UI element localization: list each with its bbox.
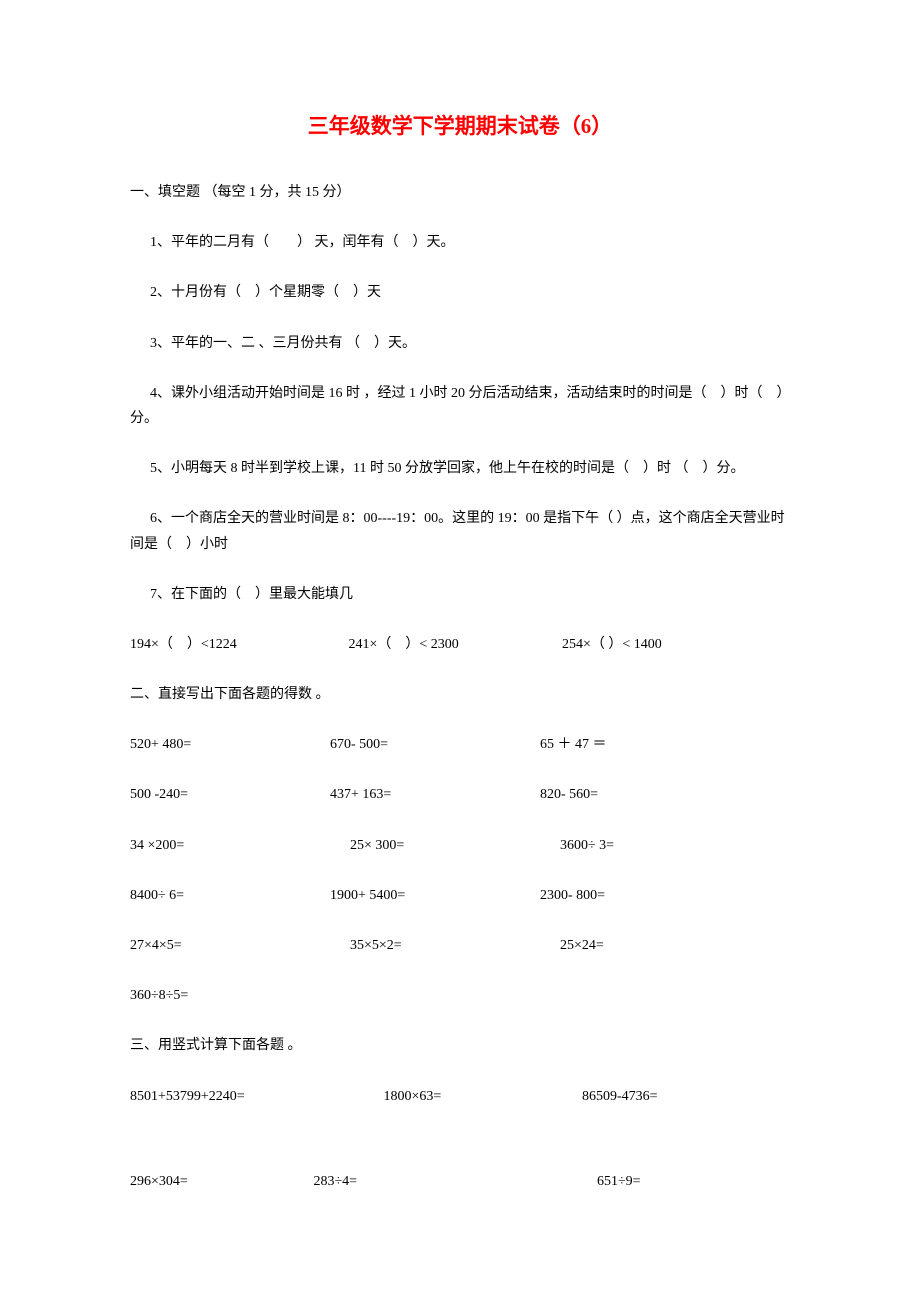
calc-3a: 34 ×200= bbox=[130, 833, 350, 858]
question-7-intro: 7、在下面的（ ）里最大能填几 bbox=[130, 582, 790, 607]
calc-2b: 437+ 163= bbox=[330, 782, 540, 807]
question-6-text: 6、一个商店全天的营业时间是 8：00----19：00。这里的 19：00 是… bbox=[130, 506, 790, 556]
calc-4c: 2300- 800= bbox=[540, 883, 605, 908]
calc-1b: 670- 500= bbox=[330, 732, 540, 757]
calc-5a: 27×4×5= bbox=[130, 933, 350, 958]
calc-1c: 65 ＋ 47 ＝ bbox=[540, 732, 607, 757]
calc-4a: 8400÷ 6= bbox=[130, 883, 330, 908]
section3-header: 三、用竖式计算下面各题 。 bbox=[130, 1033, 790, 1058]
question-5: 5、小明每天 8 时半到学校上课，11 时 50 分放学回家，他上午在校的时间是… bbox=[130, 456, 790, 481]
calc-3b: 25× 300= bbox=[350, 833, 560, 858]
calc-3c: 3600÷ 3= bbox=[560, 833, 614, 858]
calc-2a: 500 -240= bbox=[130, 782, 330, 807]
calc-2c: 820- 560= bbox=[540, 782, 598, 807]
question-1: 1、平年的二月有（ ） 天，闰年有（ ）天。 bbox=[130, 230, 790, 255]
question-2: 2、十月份有（ ）个星期零（ ）天 bbox=[130, 280, 790, 305]
question-7-items: 194×（ ）<1224 241×（ ）< 2300 254×（ ）< 1400 bbox=[130, 632, 790, 657]
s3-2a: 296×304= bbox=[130, 1169, 310, 1194]
exam-title: 三年级数学下学期期末试卷（6） bbox=[130, 110, 790, 140]
section1-header: 一、填空题 （每空 1 分，共 15 分） bbox=[130, 180, 790, 205]
calc-5b: 35×5×2= bbox=[350, 933, 560, 958]
calc-4b: 1900+ 5400= bbox=[330, 883, 540, 908]
q7-item-b: 241×（ ）< 2300 bbox=[349, 632, 559, 657]
section2-header: 二、直接写出下面各题的得数 。 bbox=[130, 682, 790, 707]
calc-row-4: 8400÷ 6= 1900+ 5400= 2300- 800= bbox=[130, 883, 790, 908]
q7-item-c: 254×（ ）< 1400 bbox=[562, 632, 662, 657]
s3-2b: 283÷4= bbox=[314, 1169, 594, 1194]
calc-row-6: 360÷8÷5= bbox=[130, 983, 790, 1008]
s3-1c: 86509-4736= bbox=[582, 1084, 658, 1109]
question-4-text: 4、课外小组活动开始时间是 16 时 ，经过 1 小时 20 分后活动结束，活动… bbox=[130, 381, 790, 431]
question-5-text: 5、小明每天 8 时半到学校上课，11 时 50 分放学回家，他上午在校的时间是… bbox=[130, 456, 790, 481]
section3-row-2: 296×304= 283÷4= 651÷9= bbox=[130, 1169, 790, 1194]
question-3: 3、平年的一、二 、三月份共有 （ ）天。 bbox=[130, 331, 790, 356]
s3-1b: 1800×63= bbox=[384, 1084, 579, 1109]
section3-row-1: 8501+53799+2240= 1800×63= 86509-4736= bbox=[130, 1084, 790, 1109]
s3-2c: 651÷9= bbox=[597, 1169, 641, 1194]
calc-row-2: 500 -240= 437+ 163= 820- 560= bbox=[130, 782, 790, 807]
calc-row-1: 520+ 480= 670- 500= 65 ＋ 47 ＝ bbox=[130, 732, 790, 757]
calc-6a: 360÷8÷5= bbox=[130, 983, 330, 1008]
calc-1a: 520+ 480= bbox=[130, 732, 330, 757]
s3-1a: 8501+53799+2240= bbox=[130, 1084, 380, 1109]
question-6: 6、一个商店全天的营业时间是 8：00----19：00。这里的 19：00 是… bbox=[130, 506, 790, 556]
q7-item-a: 194×（ ）<1224 bbox=[130, 632, 345, 657]
calc-5c: 25×24= bbox=[560, 933, 604, 958]
calc-row-5: 27×4×5= 35×5×2= 25×24= bbox=[130, 933, 790, 958]
question-4: 4、课外小组活动开始时间是 16 时 ，经过 1 小时 20 分后活动结束，活动… bbox=[130, 381, 790, 431]
calc-row-3: 34 ×200= 25× 300= 3600÷ 3= bbox=[130, 833, 790, 858]
